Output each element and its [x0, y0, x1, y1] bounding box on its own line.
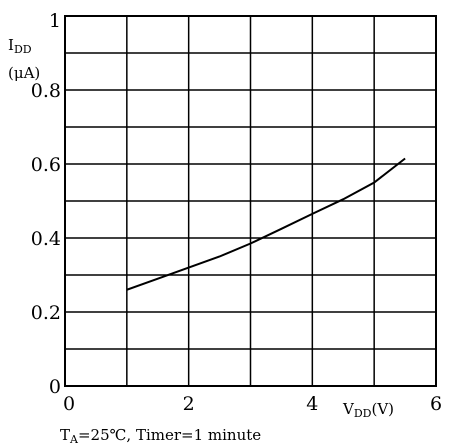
- x-tick-label: 4: [306, 393, 318, 415]
- y-axis-unit: (μA): [8, 64, 40, 82]
- x-axis-label: VDD(V): [342, 400, 394, 420]
- y-tick-label: 0.2: [31, 302, 61, 324]
- y-tick-label: 1: [49, 10, 61, 32]
- grid: [65, 16, 436, 386]
- series-line: [126, 157, 406, 291]
- x-tick-label: 6: [430, 393, 442, 415]
- y-tick-label: 0.4: [31, 228, 61, 250]
- x-tick-label: 0: [63, 393, 75, 415]
- y-axis-label: IDD: [8, 36, 32, 56]
- x-tick-label: 2: [183, 393, 195, 415]
- tick-labels: 0 2 4 6 0 0.2 0.4 0.6 0.8 1: [31, 10, 442, 415]
- plot-frame: [64, 15, 437, 387]
- y-tick-label: 0.6: [31, 154, 61, 176]
- y-tick-label: 0: [49, 376, 61, 398]
- chart-caption: TA=25℃, Timer=1 minute: [60, 426, 261, 446]
- y-tick-label: 0.8: [31, 80, 61, 102]
